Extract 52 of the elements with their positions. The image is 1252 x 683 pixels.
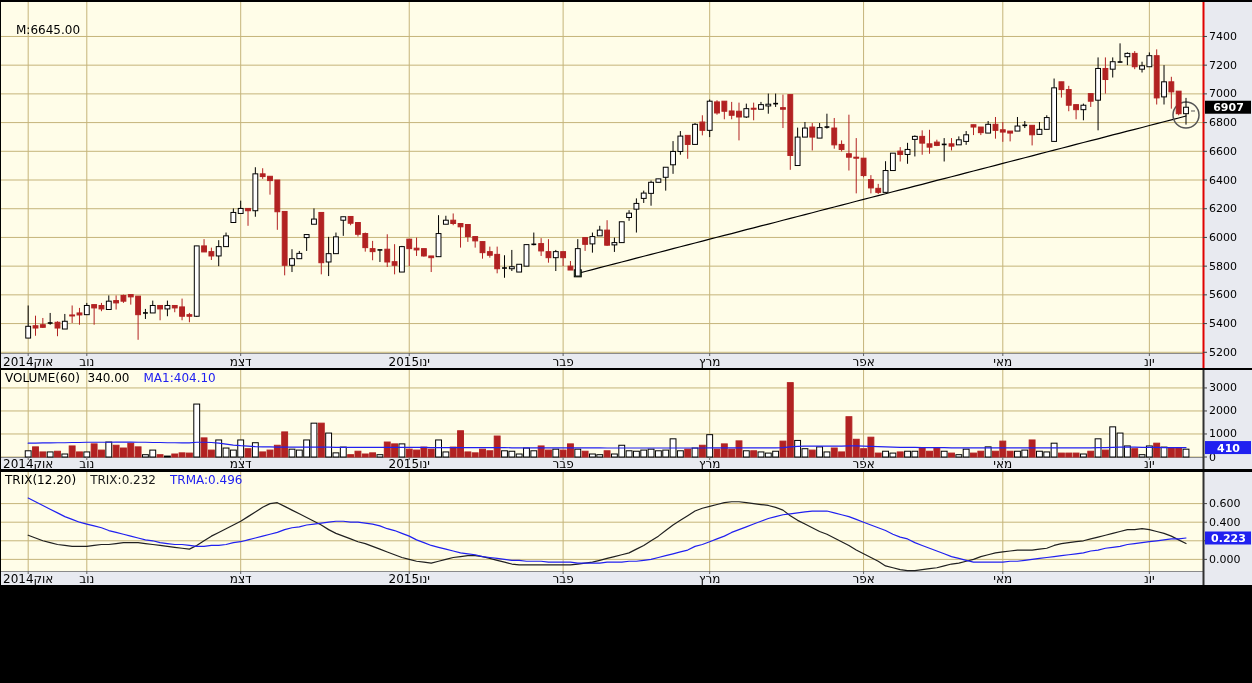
y-tick-label: 0.600 bbox=[1209, 497, 1241, 511]
x-tick-label: אפר bbox=[852, 572, 875, 586]
y-tick-label: 5800 bbox=[1209, 259, 1237, 273]
y-tick-label: 2000 bbox=[1209, 404, 1237, 418]
legend-label: TRIX:0.232 bbox=[90, 473, 156, 487]
y-tick-label: 1000 bbox=[1209, 427, 1237, 441]
x-tick-label: מאי bbox=[993, 457, 1013, 471]
y-tick-label: 7000 bbox=[1209, 87, 1237, 101]
x-tick-label: נוב bbox=[79, 354, 95, 369]
y-tick-label: 5400 bbox=[1209, 317, 1237, 331]
y-tick-label: 0.000 bbox=[1209, 552, 1241, 566]
x-tick-label: אוק2014 bbox=[3, 572, 54, 586]
y-tick-label: 3000 bbox=[1209, 381, 1237, 395]
y-tick-label: 7400 bbox=[1209, 29, 1237, 43]
y-tick-label: 5600 bbox=[1209, 288, 1237, 302]
x-tick-label: פבר bbox=[552, 354, 574, 369]
y-tick-label: 6000 bbox=[1209, 230, 1237, 244]
y-tick-label: 0.400 bbox=[1209, 515, 1241, 529]
x-tick-label: דצמ bbox=[229, 354, 252, 369]
x-tick-label: מאי bbox=[993, 354, 1013, 369]
legend-label: MA1:404.10 bbox=[143, 371, 216, 385]
x-tick-label: יונ bbox=[1144, 457, 1155, 471]
x-tick-label: אפר bbox=[852, 457, 875, 471]
y-tick-label: 6600 bbox=[1209, 144, 1237, 158]
x-tick-label: ינו2015 bbox=[388, 572, 430, 586]
x-tick-label: פבר bbox=[552, 572, 574, 586]
x-tick-label: נוב bbox=[79, 572, 95, 586]
x-tick-label: מרץ bbox=[699, 354, 721, 369]
x-tick-label: מרץ bbox=[699, 572, 721, 586]
x-tick-label: אפר bbox=[852, 354, 875, 369]
y-tick-label: 5200 bbox=[1209, 345, 1237, 359]
x-tick-label: יונ bbox=[1144, 354, 1155, 369]
x-tick-label: ינו2015 bbox=[388, 457, 430, 471]
x-tick-label: מרץ bbox=[699, 457, 721, 471]
y-tick-label: 6800 bbox=[1209, 116, 1237, 130]
x-tick-label: ינו2015 bbox=[388, 354, 430, 369]
x-tick-label: דצמ bbox=[229, 457, 252, 471]
title: TRIX(12.20) bbox=[5, 473, 77, 487]
x-tick-label: יונ bbox=[1144, 572, 1155, 586]
x-tick-label: אוק2014 bbox=[3, 354, 54, 369]
y-tick-label: 6200 bbox=[1209, 202, 1237, 216]
y-tick-label: 6400 bbox=[1209, 173, 1237, 187]
y-tick-label: 7200 bbox=[1209, 58, 1237, 72]
title: M:6645.00 bbox=[16, 23, 81, 37]
x-tick-label: אוק2014 bbox=[3, 457, 54, 471]
title: VOLUME(60) 340.00 bbox=[5, 371, 130, 385]
x-tick-label: מאי bbox=[993, 572, 1013, 586]
annotation: 410 bbox=[1205, 441, 1251, 455]
x-tick-label: פבר bbox=[552, 457, 574, 471]
x-tick-label: דצמ bbox=[229, 572, 252, 586]
x-tick-label: נוב bbox=[79, 457, 95, 471]
legend-label: TRMA:0.496 bbox=[170, 473, 243, 487]
